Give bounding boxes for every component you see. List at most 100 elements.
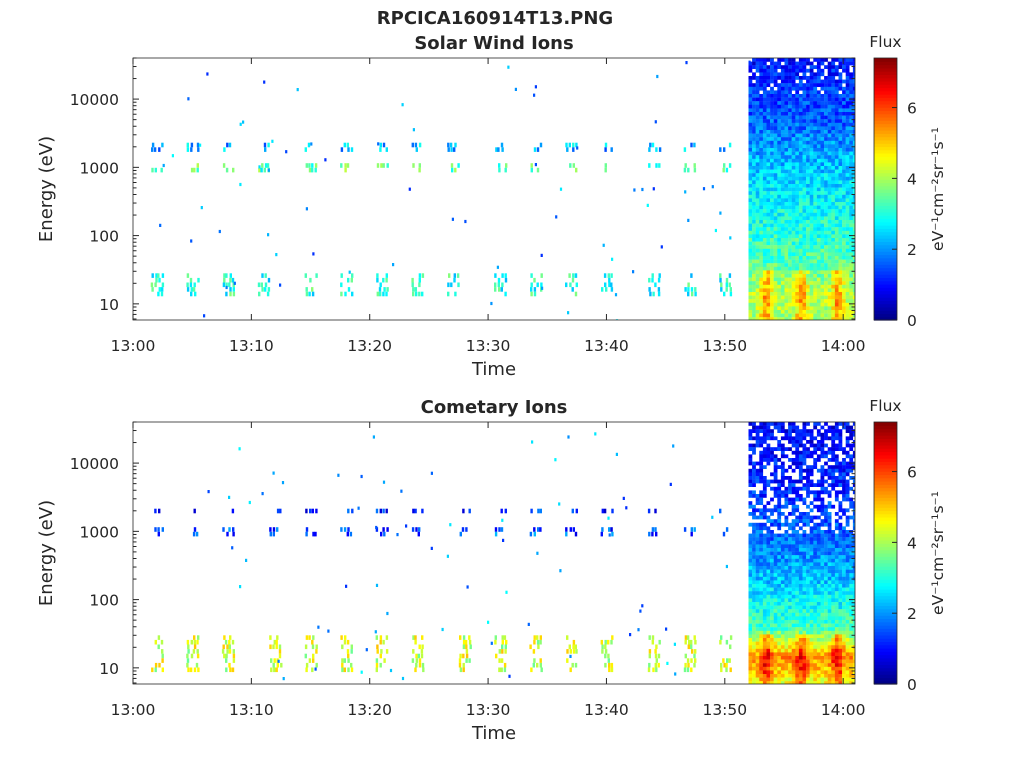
spectrogram-cell [785, 288, 789, 292]
spectrogram-cell [839, 469, 843, 473]
spectrogram-cell [607, 654, 609, 659]
spectrogram-cell [386, 509, 388, 514]
spectrogram-cell [835, 523, 839, 527]
spectrogram-cell [810, 310, 814, 314]
spectrogram-cell [777, 195, 781, 199]
spectrogram-cell [831, 681, 835, 685]
spectrogram-cell [788, 94, 792, 98]
spectrogram-cell [341, 645, 343, 650]
spectrogram-cell [821, 609, 825, 613]
spectrogram-cell [749, 162, 753, 166]
spectrogram-cell [162, 283, 164, 288]
spectrogram-cell [821, 306, 825, 310]
spectrogram-cell [781, 152, 785, 156]
spectrogram-cell [828, 627, 832, 631]
spectrogram-cell [358, 507, 360, 510]
spectrogram-cell [842, 462, 846, 466]
spectrogram-cell [835, 555, 839, 559]
spectrogram-cell [828, 83, 832, 87]
spectrogram-cell [803, 642, 807, 646]
spectrogram-cell [759, 310, 763, 314]
spectrogram-cell [785, 519, 789, 523]
spectrogram-cell [824, 299, 828, 303]
spectrogram-cell [810, 606, 814, 610]
spectrogram-cell [763, 216, 767, 220]
spectrogram-cell [828, 216, 832, 220]
spectrogram-cell [191, 287, 193, 292]
spectrogram-cell [846, 638, 850, 642]
spectrogram-cell [824, 602, 828, 606]
spectrogram-cell [781, 426, 785, 430]
spectrogram-cell [457, 273, 459, 278]
spectrogram-cell [749, 645, 753, 649]
spectrogram-cell [347, 668, 349, 673]
spectrogram-cell [810, 681, 814, 685]
spectrogram-cell [799, 288, 803, 292]
spectrogram-cell [770, 580, 774, 584]
spectrogram-cell [799, 184, 803, 188]
spectrogram-cell [803, 541, 807, 545]
spectrogram-cell [763, 317, 767, 321]
spectrogram-cell [788, 559, 792, 563]
spectrogram-cell [803, 552, 807, 556]
spectrogram-cell [770, 451, 774, 455]
spectrogram-cell [792, 119, 796, 123]
spectrogram-cell [824, 209, 828, 213]
spectrogram-cell [770, 170, 774, 174]
spectrogram-cell [770, 126, 774, 130]
spectrogram-cell [813, 314, 817, 318]
spectrogram-cell [839, 537, 843, 541]
spectrogram-cell [694, 292, 696, 297]
spectrogram-cell [795, 609, 799, 613]
spectrogram-cell [749, 444, 753, 448]
spectrogram-cell [788, 227, 792, 231]
spectrogram-cell [813, 288, 817, 292]
spectrogram-cell [846, 80, 850, 84]
spectrogram-cell [803, 426, 807, 430]
spectrogram-cell [835, 444, 839, 448]
spectrogram-cell [813, 606, 817, 610]
spectrogram-cell [795, 537, 799, 541]
spectrogram-cell [803, 670, 807, 674]
spectrogram-cell [795, 281, 799, 285]
spectrogram-cell [767, 155, 771, 159]
spectrogram-cell [831, 288, 835, 292]
spectrogram-cell [788, 220, 792, 224]
spectrogram-cell [821, 256, 825, 260]
spectrogram-cell [763, 559, 767, 563]
spectrogram-cell [824, 681, 828, 685]
spectrogram-cell [752, 155, 756, 159]
spectrogram-cell [465, 640, 467, 645]
spectrogram-cell [835, 288, 839, 292]
spectrogram-cell [828, 566, 832, 570]
spectrogram-cell [376, 273, 378, 278]
spectrogram-cell [781, 454, 785, 458]
spectrogram-cell [228, 527, 230, 532]
spectrogram-cell [785, 80, 789, 84]
spectrogram-cell [788, 598, 792, 602]
spectrogram-cell [788, 292, 792, 296]
spectrogram-cell [799, 299, 803, 303]
spectrogram-cell [799, 310, 803, 314]
spectrogram-cell [777, 62, 781, 66]
spectrogram-cell [422, 273, 424, 278]
spectrogram-cell [767, 555, 771, 559]
spectrogram-cell [767, 580, 771, 584]
spectrogram-cell [759, 591, 763, 595]
spectrogram-cell [835, 144, 839, 148]
spectrogram-cell [817, 252, 821, 256]
spectrogram-cell [803, 559, 807, 563]
spectrogram-cell [777, 90, 781, 94]
spectrogram-cell [831, 458, 835, 462]
spectrogram-cell [806, 112, 810, 116]
spectrogram-cell [792, 191, 796, 195]
spectrogram-cell [839, 188, 843, 192]
spectrogram-cell [763, 65, 767, 69]
spectrogram-cell [831, 62, 835, 66]
spectrogram-cell [821, 288, 825, 292]
spectrogram-cell [770, 566, 774, 570]
spectrogram-cell [810, 256, 814, 260]
spectrogram-cell [792, 303, 796, 307]
spectrogram-cell [842, 642, 846, 646]
spectrogram-cell [810, 94, 814, 98]
